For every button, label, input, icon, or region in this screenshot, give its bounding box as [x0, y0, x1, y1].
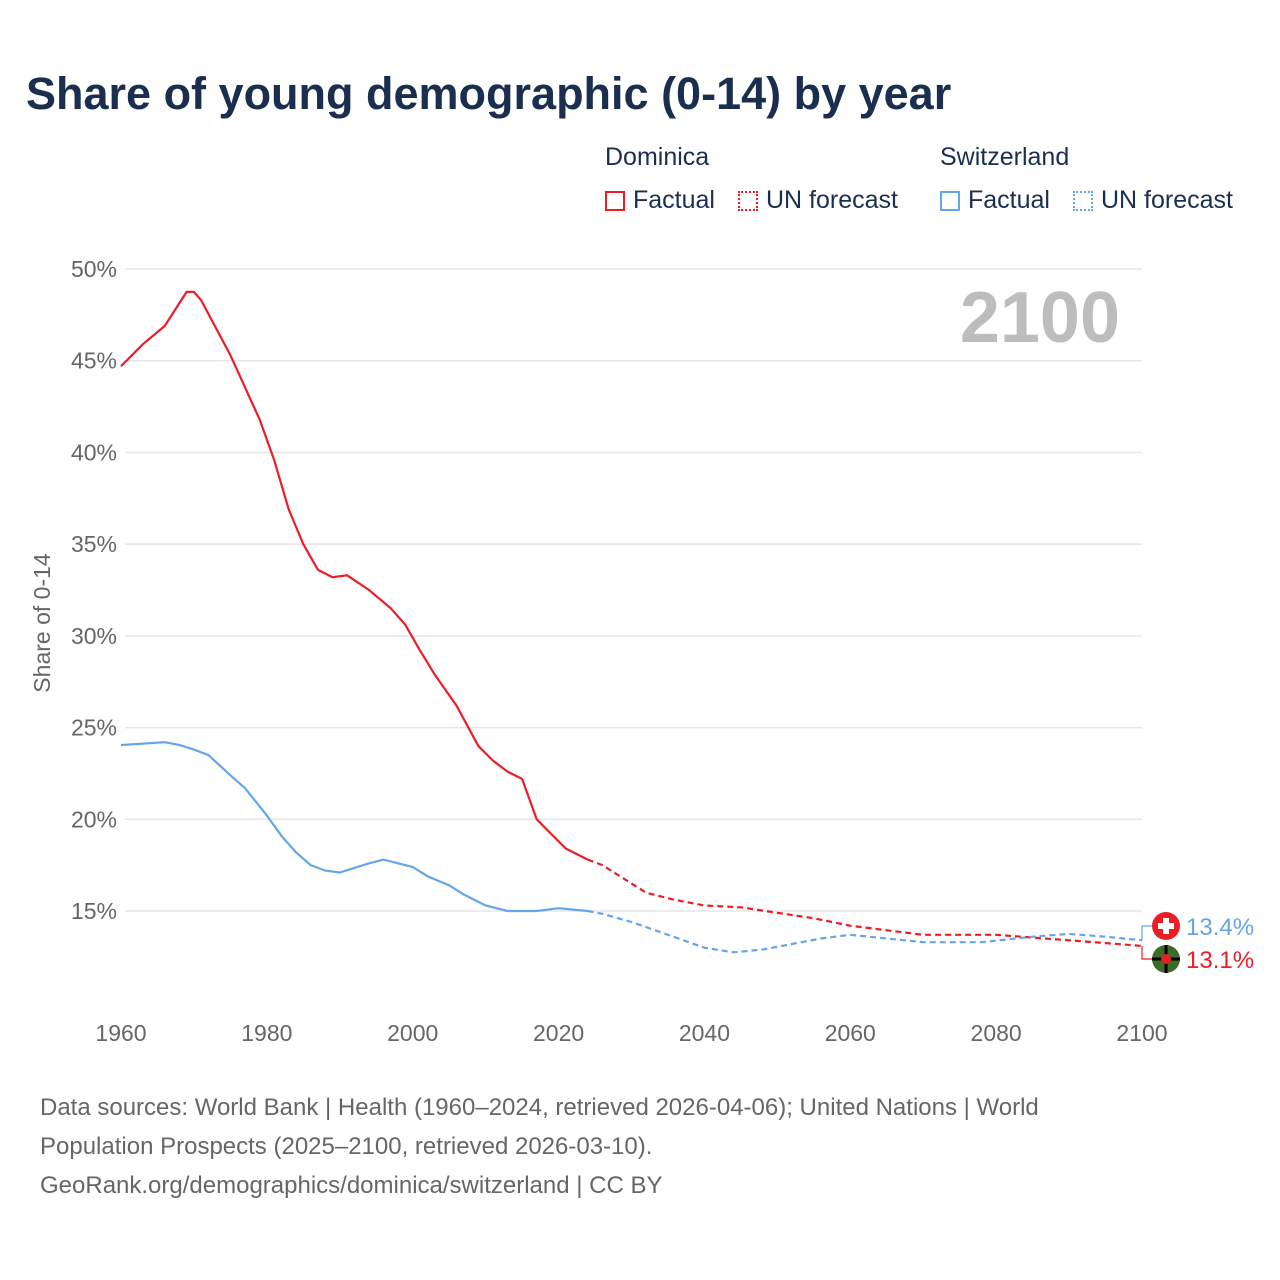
x-tick-label: 2060: [825, 1020, 876, 1046]
source-link[interactable]: GeoRank.org/demographics/dominica/switze…: [40, 1172, 663, 1199]
y-tick-label: 20%: [71, 806, 117, 832]
legend-group-switzerland: Switzerland: [940, 143, 1070, 171]
x-tick-label: 2000: [387, 1020, 438, 1046]
x-tick-label: 1960: [95, 1020, 146, 1046]
legend-dominica-factual[interactable]: Factual: [605, 186, 715, 215]
legend-label: Factual: [633, 186, 715, 214]
y-tick-label: 25%: [71, 715, 117, 741]
y-tick-label: 35%: [71, 531, 117, 557]
year-label: 2100: [960, 278, 1120, 358]
y-tick-label: 50%: [71, 256, 117, 282]
legend-swatch: [605, 190, 625, 211]
switzerland-end-label: 13.4%: [1186, 914, 1254, 941]
switzerland-forecast-line: [587, 909, 1143, 954]
chart-title: Share of young demographic (0-14) by yea…: [26, 68, 952, 119]
legend-label: UN forecast: [766, 186, 898, 214]
source-note: Data sources: World Bank | Health (1960–…: [40, 1088, 1240, 1205]
legend-label: UN forecast: [1101, 186, 1233, 214]
switzerland-factual-line: [120, 741, 588, 913]
connector-line: [1141, 945, 1152, 960]
legend-swatch: [1073, 190, 1093, 211]
dominica-end-label: 13.1%: [1186, 947, 1254, 974]
y-tick-label: 30%: [71, 623, 117, 649]
plot-area: 2100 Share of 0-14 15% 20% 25% 30% 35% 40% 45%…: [29, 256, 1254, 1046]
x-tick-label: 1980: [241, 1020, 292, 1046]
x-tick-label: 2020: [533, 1020, 584, 1046]
x-tick-label: 2100: [1116, 1020, 1167, 1046]
x-tick-label: 2040: [679, 1020, 730, 1046]
y-tick-label: 15%: [71, 898, 117, 924]
legend-group-dominica: Dominica: [605, 143, 710, 171]
legend-dominica-forecast[interactable]: UN forecast: [738, 186, 898, 215]
legend-swatch: [940, 190, 960, 211]
source-line: Population Prospects (2025–2100, retriev…: [40, 1133, 653, 1160]
x-tick-label: 2080: [971, 1020, 1022, 1046]
swiss-cross-icon: [1158, 918, 1174, 934]
y-tick-label: 40%: [71, 439, 117, 465]
legend-label: Factual: [968, 186, 1050, 214]
dominica-flag-disc: [1161, 954, 1171, 964]
connector-line: [1141, 925, 1152, 941]
y-tick-label: 45%: [71, 348, 117, 374]
dominica-forecast-line: [587, 858, 1143, 947]
y-axis-label: Share of 0-14: [29, 553, 55, 693]
legend-swatch: [738, 190, 758, 211]
legend-switzerland-forecast[interactable]: UN forecast: [1073, 186, 1233, 215]
dominica-factual-line: [120, 290, 589, 861]
legend-switzerland-factual[interactable]: Factual: [940, 186, 1050, 215]
source-line: Data sources: World Bank | Health (1960–…: [40, 1094, 1039, 1121]
